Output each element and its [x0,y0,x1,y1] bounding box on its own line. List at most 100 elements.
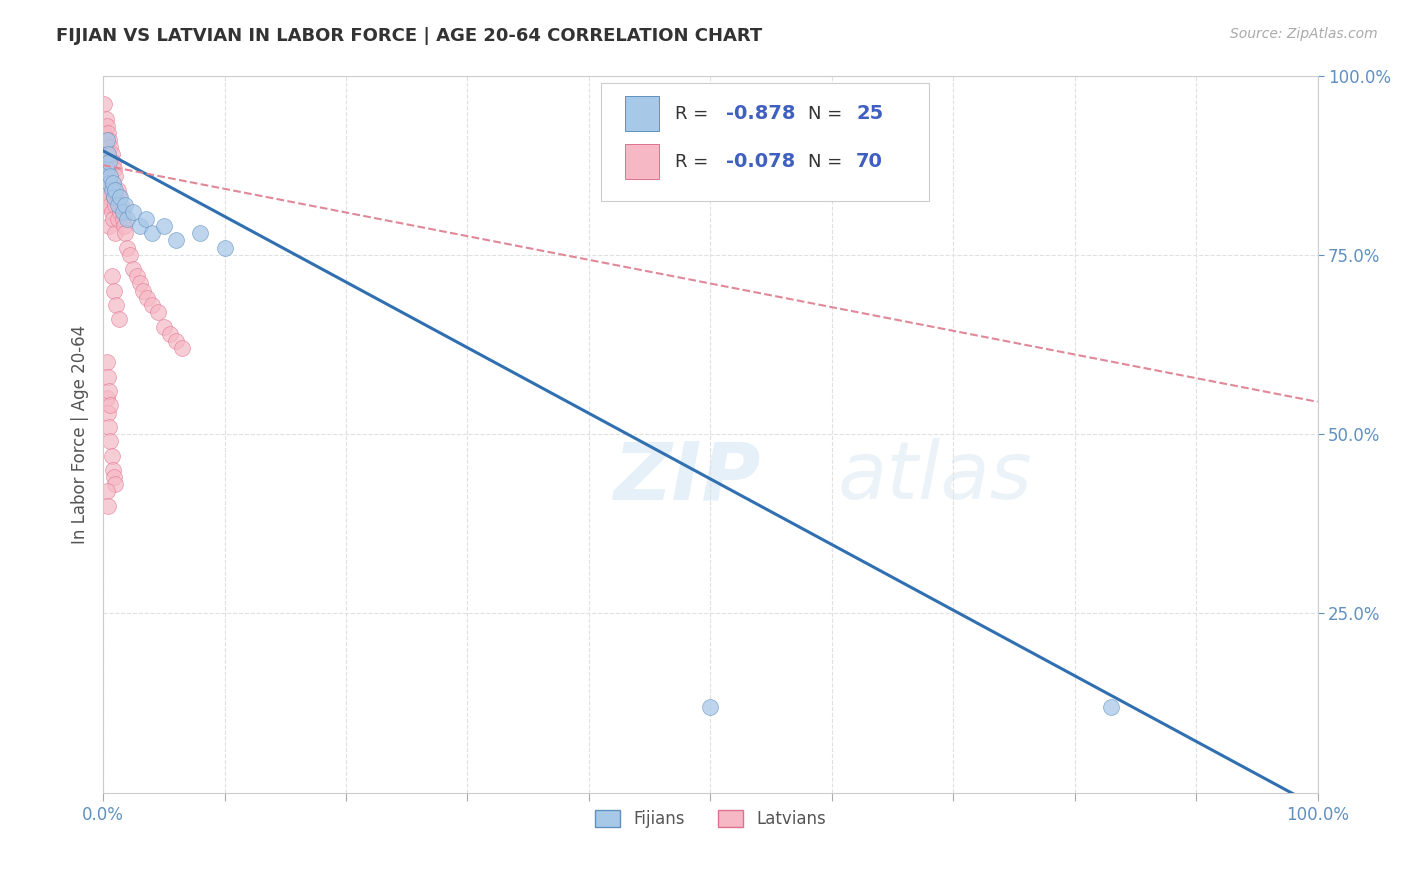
Point [103,470,125,484]
Text: Source: ZipAtlas.com: Source: ZipAtlas.com [1230,27,1378,41]
Point [101,211,124,226]
Point [111,211,134,226]
Point [104,477,127,491]
Point [108,190,131,204]
Text: -0.878: -0.878 [725,104,796,123]
Text: atlas: atlas [838,438,1032,516]
Point [94,169,117,183]
Point [104,197,127,211]
Point [96,484,118,499]
Point [105,298,128,312]
Point [98,176,121,190]
Point [118,248,141,262]
Point [96,355,118,369]
Text: ZIP: ZIP [613,438,761,516]
Point [108,190,131,204]
Point [98,190,121,204]
Y-axis label: In Labor Force | Age 20-64: In Labor Force | Age 20-64 [72,325,89,543]
Point [104,169,127,183]
FancyBboxPatch shape [626,145,659,178]
Point [122,204,145,219]
Point [165,234,187,248]
Point [97,147,120,161]
Point [103,284,125,298]
Point [93,126,115,140]
Point [107,211,129,226]
Point [214,241,236,255]
Point [96,119,118,133]
Point [100,434,122,449]
FancyBboxPatch shape [626,96,659,131]
Point [98,154,121,169]
Point [100,147,122,161]
Point [170,341,193,355]
Text: 70: 70 [856,152,883,171]
Point [114,197,136,211]
Point [1099,699,1122,714]
Point [101,176,124,190]
Point [111,204,134,219]
Point [114,227,136,241]
Point [100,449,122,463]
Text: N =: N = [807,104,848,122]
Point [110,197,132,211]
Text: R =: R = [675,104,714,122]
Point [96,391,118,405]
FancyBboxPatch shape [600,83,929,201]
Point [141,298,163,312]
Point [108,312,131,326]
Point [96,176,118,190]
Point [103,190,125,204]
Point [146,305,169,319]
Point [101,463,124,477]
Point [98,219,121,233]
Point [97,126,120,140]
Point [97,499,120,513]
Point [100,204,122,219]
Point [107,197,129,211]
Point [699,699,721,714]
Point [96,147,118,161]
Point [135,291,157,305]
Point [97,369,120,384]
Point [100,140,122,154]
Point [117,211,139,226]
Point [98,161,121,176]
Point [101,183,124,197]
Text: FIJIAN VS LATVIAN IN LABOR FORCE | AGE 20-64 CORRELATION CHART: FIJIAN VS LATVIAN IN LABOR FORCE | AGE 2… [56,27,762,45]
Point [100,169,122,183]
Point [103,161,125,176]
Point [98,420,121,434]
Point [94,140,117,154]
Point [94,112,117,126]
Point [101,154,124,169]
Point [153,219,176,233]
Point [100,197,122,211]
Point [97,154,120,169]
Point [188,227,211,241]
Legend: Fijians, Latvians: Fijians, Latvians [588,803,832,835]
Point [107,183,129,197]
Point [100,169,122,183]
Point [104,183,127,197]
Point [117,241,139,255]
Point [98,133,121,147]
Text: 25: 25 [856,104,883,123]
Point [100,398,122,412]
Text: R =: R = [675,153,714,170]
Point [94,197,117,211]
Point [100,269,122,284]
Point [96,133,118,147]
Text: -0.078: -0.078 [725,152,796,171]
Point [122,262,145,277]
Point [108,204,131,219]
Point [104,227,127,241]
Point [153,319,176,334]
Point [141,227,163,241]
Point [128,219,150,233]
Point [128,277,150,291]
Point [112,219,135,233]
Point [135,211,157,226]
Point [98,384,121,398]
Point [103,190,125,204]
